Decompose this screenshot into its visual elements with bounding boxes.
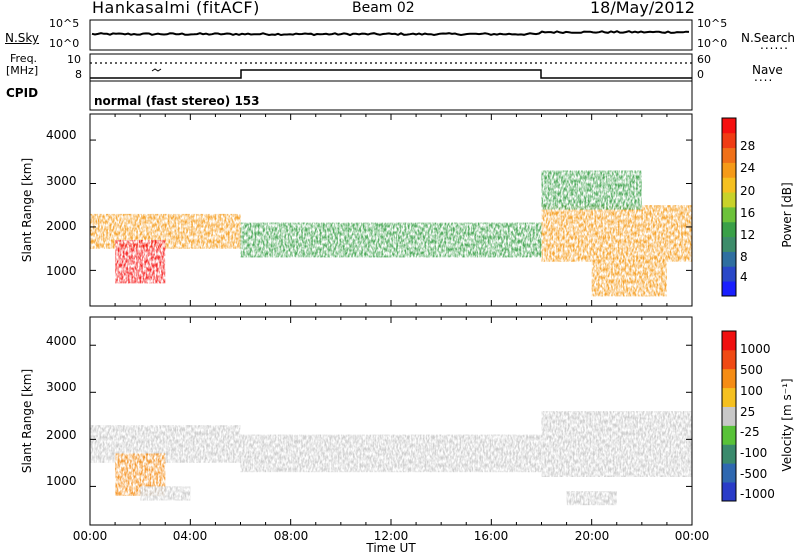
colorbar-segment [722, 221, 736, 238]
freq-label-bottom: [MHz] [6, 64, 39, 77]
echo-band-6 [591, 257, 667, 297]
colorbar-segment [722, 266, 736, 282]
colorbar-segment [722, 118, 736, 134]
power-ytick-2000: 2000 [46, 219, 77, 233]
noise-left-tick-bottom: 10^0 [49, 37, 80, 50]
vel-cb-tick-25: 25 [740, 405, 756, 419]
power-colorbar-label: Power [dB] [780, 182, 794, 248]
colorbar-segment [722, 251, 736, 267]
xtick-0800: 08:00 [273, 529, 309, 543]
noise-panel-frame [89, 19, 693, 51]
echo-band-3 [240, 222, 542, 258]
power-heatmap [90, 170, 692, 297]
vel-ytick-2000: 2000 [46, 428, 77, 442]
velocity-ylabel: Slant Range [km] [20, 368, 34, 474]
nave-dots: .... [754, 70, 774, 84]
vel-cb-tick-neg25: -25 [740, 425, 760, 439]
nsky-label: N.Sky [5, 31, 40, 45]
freq-blip [151, 68, 162, 72]
power-cb-tick-20: 20 [740, 184, 756, 198]
xtick-0000: 00:00 [72, 529, 108, 543]
noise-right-tick-top: 10^5 [697, 17, 728, 30]
colorbar-segment [722, 444, 736, 464]
velocity-colorbar-label: Velocity [m s⁻¹] [780, 378, 794, 472]
vel-cb-tick-neg100: -100 [740, 446, 768, 460]
freq-right-tick-top: 60 [697, 53, 711, 66]
freq-left-tick-bottom: 8 [75, 68, 82, 81]
power-cb-tick-12: 12 [740, 228, 756, 242]
echo-band-3 [140, 486, 191, 501]
vel-ytick-4000: 4000 [46, 334, 77, 348]
power-ytick-1000: 1000 [46, 264, 77, 278]
power-cb-tick-8: 8 [740, 250, 748, 264]
colorbar-segment [722, 147, 736, 163]
date-title: 18/May/2012 [590, 0, 695, 17]
power-cb-tick-24: 24 [740, 161, 756, 175]
beam-title: Beam 02 [352, 0, 415, 16]
freq-panel-frame [89, 53, 693, 82]
colorbar-segment [722, 162, 736, 178]
freq-left-tick-top: 10 [67, 53, 81, 66]
noise-sky-line [91, 30, 690, 37]
xtick-1200: 12:00 [373, 529, 409, 543]
velocity-heatmap [90, 411, 692, 506]
colorbar-segment [722, 406, 736, 426]
noise-left-tick-top: 10^5 [49, 17, 80, 30]
xtick-0400: 04:00 [172, 529, 208, 543]
nave-label: Nave [752, 63, 783, 77]
freq-right-tick-bottom: 0 [697, 68, 704, 81]
freq-label-top: Freq. [10, 52, 38, 65]
power-cb-tick-4: 4 [740, 270, 748, 284]
colorbar-segment [722, 331, 736, 351]
echo-band-4 [541, 205, 692, 262]
cpid-label: CPID [6, 86, 39, 100]
colorbar-segment [722, 192, 736, 208]
echo-band-5 [541, 170, 642, 210]
frequency-line [90, 69, 692, 79]
xtick-1600: 16:00 [473, 529, 509, 543]
axis-ticks [89, 114, 693, 525]
power-ytick-4000: 4000 [46, 128, 77, 142]
cpid-panel-frame [89, 80, 693, 111]
vel-ytick-3000: 3000 [46, 380, 77, 394]
echo-band-6 [566, 491, 617, 506]
power-ytick-3000: 3000 [46, 174, 77, 188]
velocity-colorbar [721, 330, 737, 502]
echo-band-4 [240, 434, 542, 473]
vel-cb-tick-neg500: -500 [740, 467, 768, 481]
colorbar-frame [721, 330, 737, 502]
colorbar-segment [722, 387, 736, 407]
vel-ytick-1000: 1000 [46, 474, 77, 488]
colorbar-segment [722, 463, 736, 483]
nsearch-dots: ...... [760, 38, 789, 52]
colorbar-segment [722, 368, 736, 389]
vel-cb-tick-100: 100 [740, 384, 763, 398]
vel-cb-tick-500: 500 [740, 363, 763, 377]
colorbar-segment [722, 281, 736, 297]
colorbar-segment [722, 132, 736, 149]
power-cb-tick-28: 28 [740, 139, 756, 153]
nsearch-label: N.Search [741, 31, 796, 45]
colorbar-segment [722, 482, 736, 502]
power-ylabel: Slant Range [km] [20, 157, 34, 263]
echo-band-5 [541, 411, 692, 477]
cpid-value: normal (fast stereo) 153 [94, 94, 260, 108]
colorbar-frame [721, 117, 737, 297]
station-title: Hankasalmi (fitACF) [92, 0, 260, 17]
colorbar-segment [722, 177, 736, 193]
power-colorbar [721, 117, 737, 297]
colorbar-segment [722, 425, 736, 445]
noise-right-tick-bottom: 10^0 [697, 37, 728, 50]
power-cb-tick-16: 16 [740, 206, 756, 220]
xtick-2400: 00:00 [674, 529, 710, 543]
vel-cb-tick-1000: 1000 [740, 342, 771, 356]
x-axis-label: Time UT [366, 541, 416, 555]
colorbar-segment [722, 236, 736, 252]
xtick-2000: 20:00 [574, 529, 610, 543]
colorbar-segment [722, 207, 736, 223]
colorbar-segment [722, 349, 736, 370]
echo-band-2 [115, 240, 166, 284]
vel-cb-tick-neg1000: -1000 [740, 487, 775, 501]
